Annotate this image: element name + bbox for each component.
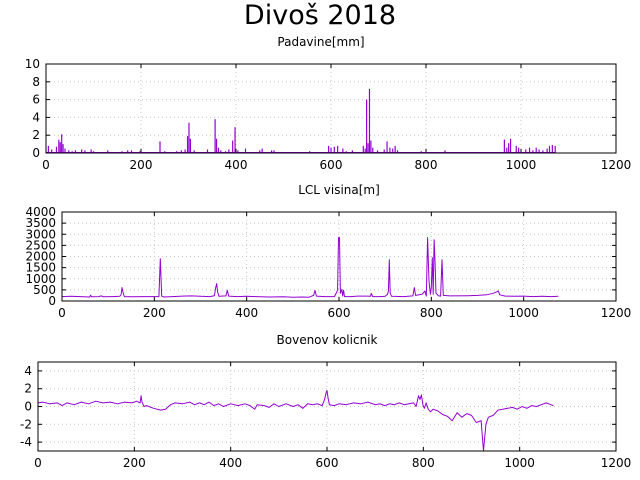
series-line (61, 237, 559, 298)
x-tick-label: 0 (58, 306, 66, 320)
y-tick-label: 2 (24, 382, 32, 396)
plot-frame (37, 361, 617, 452)
y-tick-label: 4000 (25, 205, 56, 219)
x-tick-label: 800 (412, 456, 435, 470)
x-tick-label: 1200 (601, 456, 632, 470)
x-tick-label: 1000 (508, 306, 539, 320)
x-tick-label: 600 (328, 306, 351, 320)
x-tick-label: 400 (235, 306, 258, 320)
y-tick-label: 2500 (25, 238, 56, 252)
x-tick-label: 400 (219, 456, 242, 470)
y-tick-label: -2 (20, 417, 32, 431)
plot-frame (61, 211, 617, 302)
subplot-title: Padavine[mm] (277, 35, 364, 49)
subplot-title: LCL visina[m] (298, 183, 380, 197)
y-tick-label: 4 (24, 364, 32, 378)
x-tick-label: 200 (143, 306, 166, 320)
subplot-title: Bovenov kolicnik (277, 333, 378, 347)
x-tick-label: 1000 (506, 158, 537, 172)
plot-frame (45, 63, 617, 154)
series-line (37, 390, 554, 452)
y-tick-label: 500 (33, 283, 56, 297)
x-tick-label: 400 (225, 158, 248, 172)
x-tick-label: 600 (316, 456, 339, 470)
y-tick-label: 1500 (25, 261, 56, 275)
chart-panel-precipitation: Padavine[mm] 0 200 400 600 800 1000 1200 0 2 4 6 8 10 (25, 35, 632, 172)
x-tick-label: 0 (34, 456, 42, 470)
y-tick-label: 3500 (25, 216, 56, 230)
y-tick-label: 6 (32, 93, 40, 107)
x-tick-label: 200 (130, 158, 153, 172)
x-tick-label: 600 (320, 158, 343, 172)
x-tick-label: 1000 (504, 456, 535, 470)
y-tick-label: 0 (48, 294, 56, 308)
chart-panel-bowen-ratio: Bovenov kolicnik 0 200 400 600 800 1000 1200 -4 -… (20, 333, 631, 470)
x-tick-label: 800 (420, 306, 443, 320)
x-tick-label: 1200 (601, 158, 632, 172)
chart-panel-lcl-height: LCL visina[m]0 200 400 600 800 1000 1200050010… (25, 183, 631, 320)
y-tick-label: 4 (32, 110, 40, 124)
y-tick-label: 8 (32, 75, 40, 89)
y-tick-label: 1000 (25, 272, 56, 286)
x-tick-label: 800 (415, 158, 438, 172)
y-tick-label: 10 (25, 57, 40, 71)
y-tick-label: 0 (32, 146, 40, 160)
figure-title: Divoš 2018 (243, 0, 397, 31)
y-tick-label: 0 (24, 400, 32, 414)
x-tick-label: 0 (42, 158, 50, 172)
y-tick-label: -4 (20, 435, 32, 449)
y-tick-label: 3000 (25, 227, 56, 241)
y-tick-label: 2 (32, 128, 40, 142)
x-tick-label: 1200 (601, 306, 632, 320)
y-tick-label: 2000 (25, 250, 56, 264)
x-tick-label: 200 (123, 456, 146, 470)
